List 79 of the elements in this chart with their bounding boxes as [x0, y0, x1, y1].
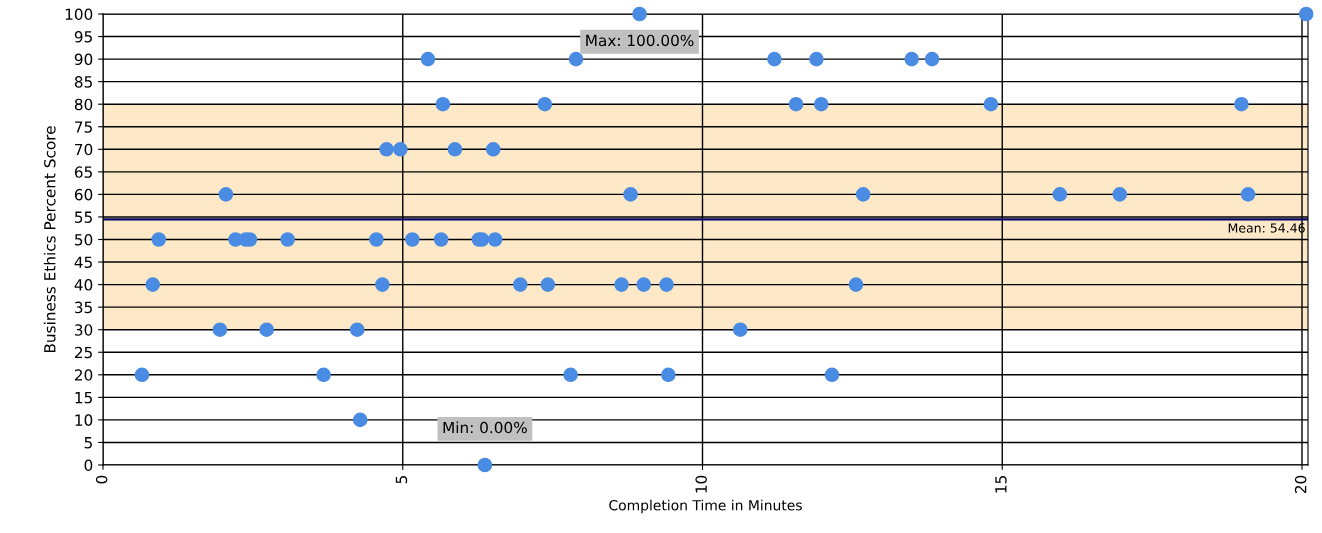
point [447, 142, 463, 157]
x-tick-label: 0 [95, 475, 108, 484]
y-tick-label: 60 [74, 188, 93, 201]
point [824, 367, 840, 383]
y-tick-label: 5 [84, 437, 92, 449]
point [212, 322, 228, 337]
point [614, 277, 629, 292]
point [134, 367, 150, 383]
y-tick-label: 55 [75, 211, 92, 223]
y-tick-label: 35 [75, 301, 92, 314]
point [767, 51, 782, 67]
y-tick-label: 40 [74, 279, 93, 291]
point [420, 51, 436, 67]
y-tick-label: 10 [75, 414, 93, 426]
point [855, 187, 871, 202]
point [1112, 187, 1128, 202]
y-tick-label: 30 [75, 324, 93, 336]
y-tick-label: 15 [75, 392, 92, 404]
x-tick-label: 5 [395, 476, 408, 484]
point [259, 322, 274, 337]
point [218, 187, 234, 202]
y-tick-label: 70 [75, 143, 93, 156]
point [1052, 187, 1068, 202]
point [636, 277, 652, 292]
point [405, 232, 420, 247]
annotation: Max: 100.00% [586, 34, 694, 47]
point [477, 457, 493, 473]
y-axis-title: Business Ethics Percent Score [43, 126, 56, 353]
point [732, 322, 748, 337]
point [623, 187, 638, 202]
point [813, 96, 829, 112]
y-tick-label: 85 [74, 76, 92, 88]
point [904, 51, 920, 67]
y-tick-label: 45 [74, 256, 92, 269]
y-tick-label: 80 [74, 98, 93, 111]
point [661, 367, 676, 383]
point [393, 142, 408, 157]
point [375, 277, 390, 292]
y-tick-label: 65 [74, 166, 92, 178]
point [151, 232, 167, 247]
point [1240, 187, 1256, 202]
y-tick-label: 25 [74, 346, 92, 359]
annotation: Min: 0.00% [443, 421, 527, 434]
point [563, 367, 578, 383]
point [280, 232, 295, 247]
point [924, 51, 940, 67]
point [485, 142, 501, 157]
point [537, 96, 553, 112]
point [1298, 6, 1314, 22]
point [788, 96, 804, 112]
point [512, 277, 528, 292]
point [848, 277, 864, 292]
y-tick-label: 0 [84, 459, 93, 472]
point [659, 277, 674, 292]
point [809, 51, 824, 67]
x-tick-label: 10 [695, 475, 707, 493]
y-tick-label: 75 [75, 121, 92, 133]
point [145, 277, 161, 292]
y-tick-label: 95 [74, 31, 92, 43]
x-axis-title: Completion Time in Minutes [609, 499, 802, 514]
point [369, 232, 384, 247]
y-tick-label: 90 [74, 53, 93, 66]
point [379, 142, 394, 157]
y-tick-label: 100 [65, 8, 93, 21]
point [316, 367, 331, 383]
point [983, 96, 999, 112]
x-tick-label: 15 [995, 476, 1007, 493]
point [1234, 96, 1249, 112]
y-tick-label: 50 [75, 233, 93, 246]
y-tick-label: 20 [74, 369, 93, 381]
point [349, 322, 365, 337]
point [435, 96, 451, 112]
point [487, 232, 503, 247]
point [540, 277, 556, 292]
point [352, 412, 368, 428]
point [433, 232, 449, 247]
point [568, 51, 584, 67]
x-tick-label: 20 [1294, 475, 1307, 494]
point [632, 6, 647, 22]
